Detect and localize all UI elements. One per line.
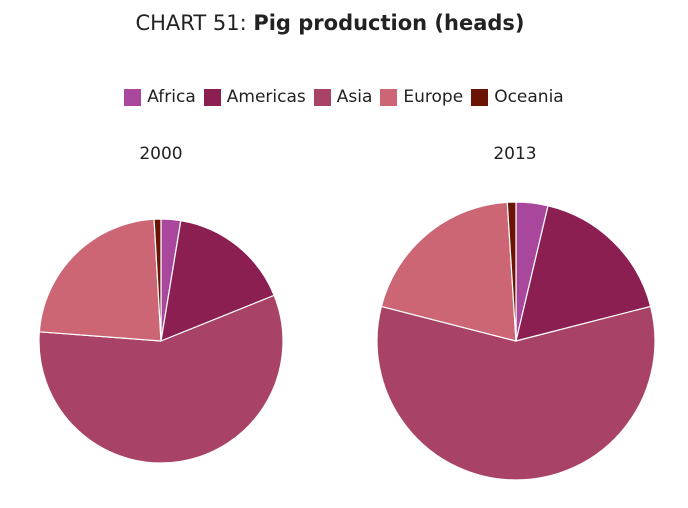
pie-slice-2013-americas[interactable] <box>515 205 652 342</box>
pie-slice-2000-europe[interactable] <box>38 218 162 342</box>
legend-item-africa[interactable]: Africa <box>124 87 196 107</box>
legend-item-europe[interactable]: Europe <box>380 87 463 107</box>
pie-label-2000: 2000 <box>139 144 183 164</box>
legend-label-africa: Africa <box>147 87 196 107</box>
chart-title-prefix: CHART 51: <box>135 11 254 35</box>
legend-swatch-americas <box>203 88 221 106</box>
legend-swatch-africa <box>124 88 142 106</box>
legend-item-asia[interactable]: Asia <box>313 87 373 107</box>
legend-swatch-oceania <box>471 88 489 106</box>
legend-label-americas: Americas <box>226 87 306 107</box>
chart-title-main: Pig production (heads) <box>253 11 525 35</box>
pie-slice-2013-oceania[interactable] <box>506 201 517 342</box>
legend-label-europe: Europe <box>403 87 464 107</box>
pie-slice-2013-europe[interactable] <box>380 201 517 342</box>
pie-label-2013: 2013 <box>493 144 537 164</box>
pie-slice-2000-oceania[interactable] <box>153 218 162 342</box>
pie-slice-2000-americas[interactable] <box>160 220 275 342</box>
legend-label-asia: Asia <box>336 87 373 107</box>
legend-item-oceania[interactable]: Oceania <box>471 87 564 107</box>
legend-label-oceania: Oceania <box>494 87 564 107</box>
pie-slice-2000-asia[interactable] <box>38 294 284 464</box>
pie-slice-2013-asia[interactable] <box>376 305 656 481</box>
pie-2013 <box>376 201 656 481</box>
legend: Africa Americas Asia Europe Oceania <box>0 87 688 107</box>
legend-swatch-europe <box>380 88 398 106</box>
legend-swatch-asia <box>313 88 331 106</box>
chart-title: CHART 51: Pig production (heads) <box>0 11 660 35</box>
pie-2000 <box>38 218 284 464</box>
legend-item-americas[interactable]: Americas <box>203 87 306 107</box>
